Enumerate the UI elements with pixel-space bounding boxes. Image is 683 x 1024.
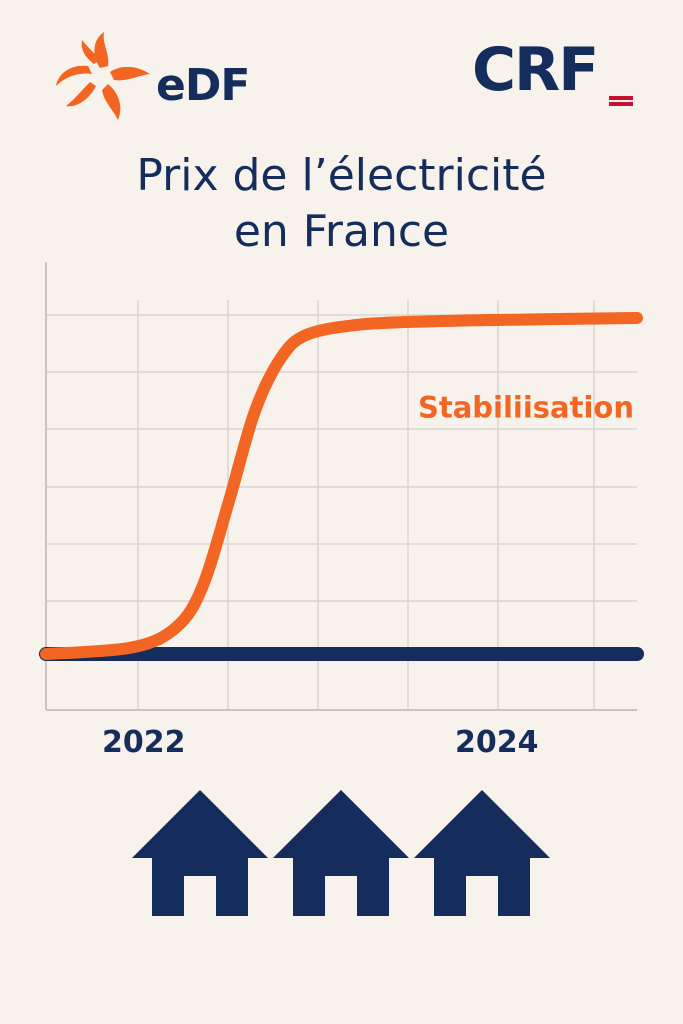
- house-shape: [132, 790, 268, 916]
- crf-accent-bar: [609, 102, 633, 106]
- chart-series: [39, 312, 644, 662]
- title-line-2: en France: [233, 206, 450, 257]
- chart-annotations: Stabiliisation: [418, 390, 634, 424]
- logo-row: eDF CRF: [0, 0, 683, 140]
- house-shape: [273, 790, 409, 916]
- page-title: Prix de l’électricité en France: [0, 148, 683, 260]
- house-shape: [414, 790, 550, 916]
- house-icon: [273, 790, 409, 916]
- annotation-label: Stabiliisation: [418, 390, 634, 424]
- title-line-1: Prix de l’électricité: [136, 150, 547, 201]
- series-line-price: [40, 312, 643, 660]
- edf-flower-icon: [56, 32, 150, 120]
- house-icon: [414, 790, 550, 916]
- crf-accent-bar: [609, 96, 633, 100]
- x-tick-label: 2024: [455, 725, 539, 760]
- edf-logo-text: eDF: [156, 60, 250, 111]
- chart-grid: [46, 300, 637, 710]
- x-tick-label: 2022: [102, 725, 186, 760]
- edf-logo: eDF: [52, 28, 282, 128]
- crf-logo: CRF: [472, 40, 642, 120]
- chart-axes: [45, 262, 637, 711]
- house-icon: [132, 790, 268, 916]
- crf-logo-text: CRF: [472, 35, 599, 105]
